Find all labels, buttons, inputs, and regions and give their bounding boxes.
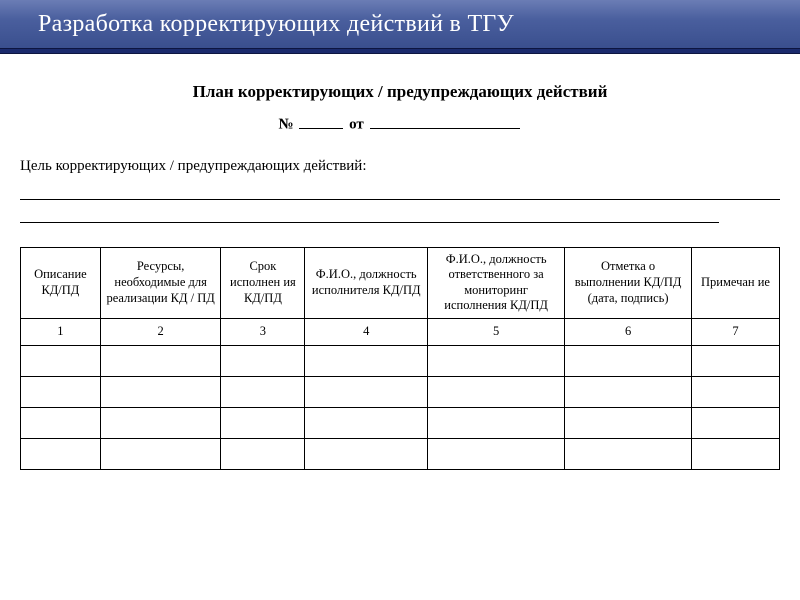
table-row bbox=[21, 408, 780, 439]
number-line: № от bbox=[20, 114, 780, 134]
content-area: План корректирующих / предупреждающих де… bbox=[0, 54, 800, 470]
slide-title: Разработка корректирующих действий в ТГУ bbox=[38, 11, 514, 38]
colnum-2: 2 bbox=[100, 319, 221, 346]
col-header-deadline: Срок исполнен ия КД/ПД bbox=[221, 247, 305, 319]
slide: Разработка корректирующих действий в ТГУ… bbox=[0, 0, 800, 600]
col-header-completion: Отметка о выполнении КД/ПД (дата, подпис… bbox=[565, 247, 692, 319]
plan-table: Описание КД/ПД Ресурсы, необходимые для … bbox=[20, 247, 780, 471]
col-header-resources: Ресурсы, необходимые для реализации КД /… bbox=[100, 247, 221, 319]
table-row bbox=[21, 346, 780, 377]
goal-line-1 bbox=[20, 181, 780, 200]
blank-number bbox=[299, 114, 343, 129]
col-header-executor: Ф.И.О., должность исполнителя КД/ПД bbox=[305, 247, 428, 319]
table-row bbox=[21, 377, 780, 408]
number-prefix: № bbox=[279, 117, 294, 133]
table-body: 1 2 3 4 5 6 7 bbox=[21, 319, 780, 470]
colnum-4: 4 bbox=[305, 319, 428, 346]
blank-date bbox=[370, 114, 520, 129]
col-header-note: Примечан ие bbox=[691, 247, 779, 319]
goal-label: Цель корректирующих / предупреждающих де… bbox=[20, 158, 780, 175]
table-row bbox=[21, 439, 780, 470]
colnum-6: 6 bbox=[565, 319, 692, 346]
table-number-row: 1 2 3 4 5 6 7 bbox=[21, 319, 780, 346]
colnum-3: 3 bbox=[221, 319, 305, 346]
table-header-row: Описание КД/ПД Ресурсы, необходимые для … bbox=[21, 247, 780, 319]
colnum-5: 5 bbox=[428, 319, 565, 346]
title-bar: Разработка корректирующих действий в ТГУ bbox=[0, 0, 800, 48]
plan-title: План корректирующих / предупреждающих де… bbox=[20, 82, 780, 102]
goal-line-2 bbox=[20, 204, 719, 223]
col-header-description: Описание КД/ПД bbox=[21, 247, 101, 319]
from-word: от bbox=[349, 117, 364, 133]
colnum-7: 7 bbox=[691, 319, 779, 346]
col-header-monitor: Ф.И.О., должность ответственного за мони… bbox=[428, 247, 565, 319]
colnum-1: 1 bbox=[21, 319, 101, 346]
